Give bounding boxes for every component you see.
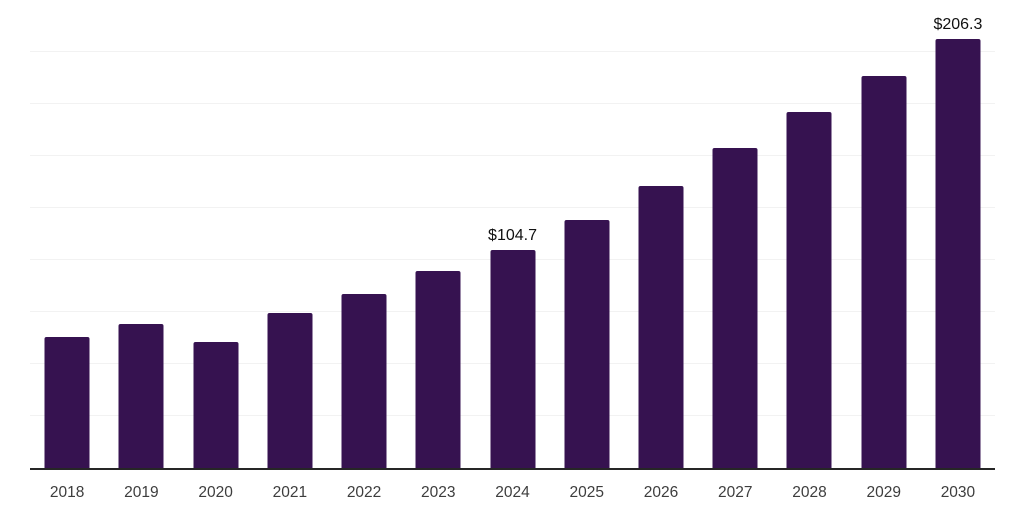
bar-band-2026 bbox=[624, 0, 698, 468]
bar-band-2019 bbox=[104, 0, 178, 468]
bar-2026 bbox=[638, 185, 684, 468]
x-tick-2018: 2018 bbox=[49, 484, 85, 501]
bar-2027 bbox=[712, 147, 758, 468]
bar-2022 bbox=[341, 293, 387, 468]
bar-value-label-2024: $104.7 bbox=[488, 227, 537, 245]
x-tick-2029: 2029 bbox=[866, 484, 901, 501]
x-axis-tick-labels: 2018 2019 2020 2021 2022 2023 2024 2025 2026 2027… bbox=[30, 484, 995, 502]
bar-band-2024: $104.7 bbox=[475, 0, 549, 468]
bar-series: $104.7 $206.3 bbox=[30, 0, 995, 468]
bar-band-2021 bbox=[253, 0, 327, 468]
x-tick-2020: 2020 bbox=[198, 484, 233, 501]
bar-band-2030: $206.3 bbox=[921, 0, 995, 468]
gridline bbox=[30, 103, 995, 104]
bar-band-2028 bbox=[772, 0, 846, 468]
bar-band-2018 bbox=[30, 0, 104, 468]
x-tick-2027: 2027 bbox=[717, 484, 753, 501]
bar-value-label-2030: $206.3 bbox=[933, 15, 983, 33]
x-tick-2021: 2021 bbox=[272, 484, 308, 501]
bar-band-2029 bbox=[847, 0, 921, 468]
x-tick-2026: 2026 bbox=[643, 484, 679, 501]
x-tick-2028: 2028 bbox=[792, 484, 827, 501]
bar-band-2023 bbox=[401, 0, 475, 468]
x-tick-2030: 2030 bbox=[940, 484, 976, 501]
bar-2028 bbox=[786, 111, 832, 468]
x-tick-2024: 2024 bbox=[495, 484, 530, 501]
gridline bbox=[30, 207, 995, 208]
x-tick-2022: 2022 bbox=[346, 484, 382, 501]
bar-2029 bbox=[861, 75, 907, 468]
bar-2024 bbox=[490, 250, 536, 468]
bar-2030 bbox=[935, 38, 981, 468]
x-tick-2019: 2019 bbox=[124, 484, 159, 501]
x-tick-2025: 2025 bbox=[569, 484, 604, 501]
bar-2018 bbox=[44, 337, 90, 468]
plot-area: $104.7 $206.3 bbox=[30, 0, 995, 470]
gridline bbox=[30, 51, 995, 52]
bar-2020 bbox=[193, 341, 239, 468]
gridline bbox=[30, 155, 995, 157]
x-tick-2023: 2023 bbox=[421, 484, 456, 501]
bar-2021 bbox=[267, 313, 313, 468]
bar-band-2022 bbox=[327, 0, 401, 468]
bar-band-2020 bbox=[178, 0, 252, 468]
bar-band-2025 bbox=[550, 0, 624, 468]
bar-band-2027 bbox=[698, 0, 772, 468]
bar-2025 bbox=[564, 220, 610, 468]
bar-2023 bbox=[415, 271, 461, 468]
bar-2019 bbox=[118, 324, 164, 468]
